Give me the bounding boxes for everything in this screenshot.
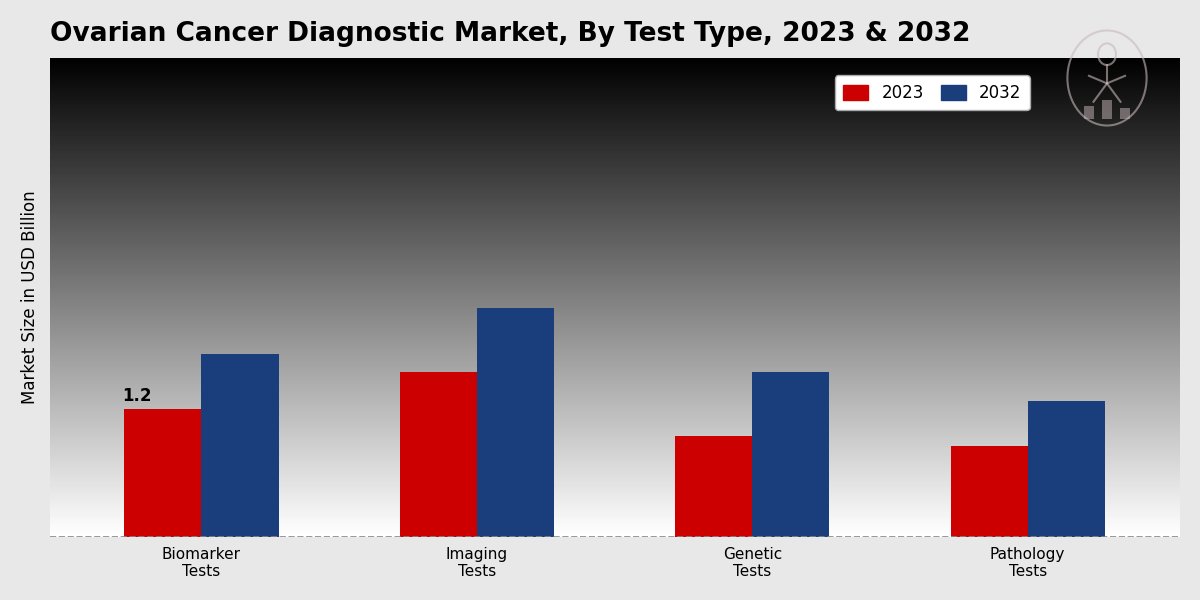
Bar (202, 354, 278, 537)
Y-axis label: Market Size in USD Billion: Market Size in USD Billion (20, 190, 38, 404)
Bar (125, 409, 202, 537)
Bar (476, 308, 554, 537)
Bar (752, 372, 829, 537)
Text: Ovarian Cancer Diagnostic Market, By Test Type, 2023 & 2032: Ovarian Cancer Diagnostic Market, By Tes… (50, 21, 971, 47)
Bar (1084, 106, 1094, 119)
Bar (1027, 401, 1105, 537)
Bar (950, 446, 1027, 537)
Bar (1120, 108, 1130, 119)
Text: 1.2: 1.2 (122, 387, 152, 405)
Legend: 2023, 2032: 2023, 2032 (835, 76, 1030, 110)
Bar (676, 436, 752, 537)
Bar (400, 372, 476, 537)
Bar (1102, 100, 1112, 119)
